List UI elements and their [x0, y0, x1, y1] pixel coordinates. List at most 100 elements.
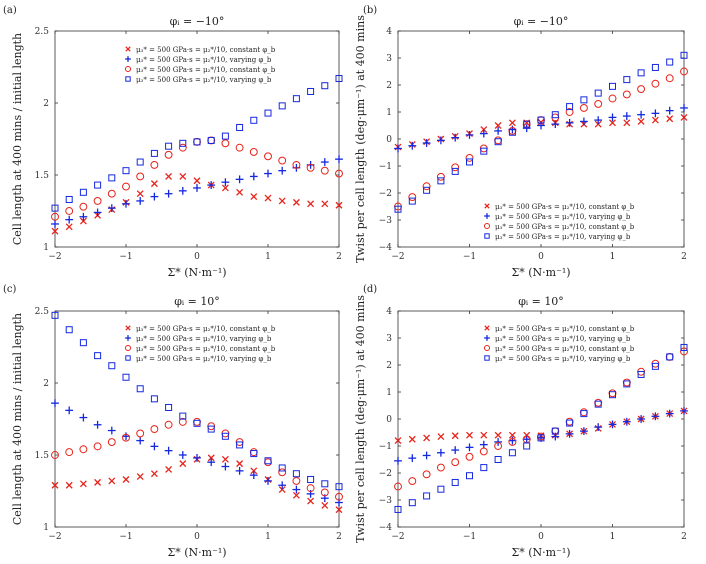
marker-shape	[622, 90, 631, 99]
data-point	[150, 395, 158, 403]
marker-stroke	[125, 325, 131, 331]
data-point	[594, 89, 602, 97]
panel-label: (a)	[3, 5, 17, 16]
legend-marker	[125, 325, 131, 331]
chart-title: φᵢ = 10°	[174, 295, 220, 308]
data-point	[193, 419, 201, 427]
data-point	[221, 132, 229, 140]
data-point	[264, 457, 272, 465]
data-point	[480, 147, 488, 155]
legend-marker	[484, 355, 490, 361]
data-point	[278, 464, 286, 472]
data-point	[451, 478, 459, 486]
marker-shape	[108, 174, 116, 182]
marker-shape	[565, 417, 574, 426]
data-point	[264, 152, 272, 161]
marker-stroke	[321, 200, 329, 208]
marker-shape	[508, 128, 516, 136]
data-point	[79, 339, 87, 347]
marker-shape	[150, 395, 158, 403]
marker-shape	[609, 82, 616, 90]
marker-shape	[335, 169, 343, 178]
legend-label: μ₃* = 500 GPa·s = μ₂*/10, varying φ_b	[495, 213, 631, 221]
marker-shape	[422, 182, 431, 191]
data-point	[51, 227, 59, 235]
data-point	[193, 137, 201, 146]
marker-shape	[436, 463, 445, 472]
data-point	[79, 188, 87, 196]
data-point	[321, 501, 329, 509]
marker-stroke	[623, 119, 631, 127]
data-point	[637, 110, 645, 119]
data-point	[437, 433, 445, 441]
marker-shape	[264, 457, 272, 465]
marker-shape	[466, 472, 473, 480]
data-point	[136, 429, 145, 438]
y-axis-label: Twist per cell length (deg·μm⁻¹) at 400 …	[354, 15, 367, 263]
data-point	[451, 133, 460, 142]
data-point	[394, 437, 402, 445]
marker-shape	[408, 197, 416, 205]
marker-shape	[307, 87, 315, 95]
data-point	[508, 436, 517, 445]
data-point	[594, 116, 603, 124]
data-point	[264, 169, 272, 178]
legend-label: μ₃* = 500 GPa·s = μ₂*/10, constant φ_b	[136, 66, 276, 74]
legend-label: μ₃* = 500 GPa·s = μ₂*/10, constant φ_b	[495, 325, 635, 333]
data-point	[508, 438, 517, 446]
marker-shape	[335, 75, 343, 83]
data-point	[306, 163, 315, 172]
data-point	[122, 199, 130, 208]
panel-c: −2 −1 0 1 2 1 1.5 2 2.5 (c) φᵢ = 10° Σ* (N·m⁻¹) Cell…	[3, 284, 343, 559]
data-point	[680, 104, 688, 112]
data-point	[51, 212, 59, 221]
marker-shape	[292, 476, 301, 485]
marker-shape	[165, 403, 173, 411]
data-point	[79, 445, 88, 454]
marker-shape	[165, 142, 173, 150]
data-point	[580, 117, 588, 126]
data-point	[320, 488, 329, 497]
marker-shape	[437, 177, 445, 185]
legend-label: μ₃* = 500 GPa·s = μ₂*/10, constant φ_b	[495, 345, 635, 353]
marker-shape	[124, 65, 132, 73]
data-point	[236, 460, 244, 468]
series-blue-plus	[51, 399, 343, 507]
marker-shape	[594, 400, 602, 408]
data-point	[292, 95, 300, 103]
series-blue-square	[51, 75, 343, 212]
data-point	[651, 63, 659, 71]
data-point	[565, 429, 574, 438]
data-point	[250, 450, 258, 458]
marker-stroke	[165, 465, 173, 473]
data-point	[394, 456, 402, 465]
marker-shape	[65, 207, 74, 215]
data-point	[551, 427, 559, 435]
marker-shape	[335, 483, 343, 491]
y-tick-label: 0	[386, 135, 392, 145]
series-blue-plus	[394, 104, 688, 153]
marker-stroke	[150, 470, 158, 478]
data-point	[249, 471, 258, 480]
x-axis-label: Σ* (N·m⁻¹)	[167, 266, 226, 279]
legend-marker	[125, 335, 131, 341]
data-point	[466, 431, 473, 439]
marker-shape	[651, 63, 659, 71]
marker-shape	[221, 432, 229, 440]
marker-shape	[51, 311, 59, 319]
marker-shape	[680, 347, 688, 356]
data-point	[594, 423, 603, 431]
marker-stroke	[484, 203, 490, 209]
data-point	[437, 136, 445, 145]
data-point	[437, 485, 445, 493]
marker-stroke	[480, 126, 488, 134]
data-point	[451, 167, 459, 175]
data-point	[150, 160, 159, 169]
x-tick-label: −1	[119, 252, 132, 262]
marker-shape	[235, 143, 244, 152]
data-point	[637, 415, 645, 423]
y-tick-label: 1.5	[35, 451, 50, 461]
data-point	[65, 481, 73, 489]
legend-label: μ₃* = 500 GPa·s = μ₂*/10, constant φ_b	[136, 345, 276, 353]
legend-label: μ₃* = 500 GPa·s = μ₂*/10, varying φ_b	[495, 355, 631, 363]
